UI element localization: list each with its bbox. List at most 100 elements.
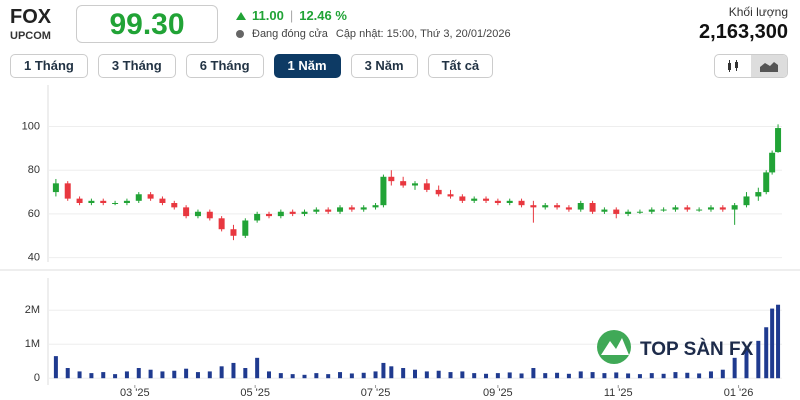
range-buttons: 1 Tháng 3 Tháng 6 Tháng 1 Năm 3 Năm Tất cả: [10, 54, 494, 78]
volume-bar: [207, 371, 212, 379]
volume-bar: [302, 374, 307, 379]
range-button[interactable]: 1 Năm: [273, 54, 341, 78]
x-tick-label: 03 '25: [120, 387, 150, 399]
range-button[interactable]: 3 Năm: [350, 54, 418, 78]
range-button[interactable]: 1 Tháng: [10, 54, 88, 78]
candle-body: [518, 200, 525, 206]
volume-bar: [637, 374, 642, 379]
volume-bar: [744, 347, 749, 379]
volume-bar: [148, 369, 153, 379]
volume-bar: [401, 368, 406, 379]
volume-bar: [231, 362, 236, 379]
candle-body: [471, 198, 478, 201]
candle-body: [755, 192, 762, 197]
volume-bar: [326, 374, 331, 379]
volume-value: 2,163,300: [699, 21, 788, 43]
candle-body: [289, 211, 296, 214]
y-tick-label: 40: [28, 252, 40, 264]
watermark: TOP SÀN FX: [640, 338, 754, 360]
candle-body: [218, 218, 225, 230]
candle-body: [577, 203, 584, 210]
x-tick-label: 07 '25: [361, 387, 391, 399]
candle-body: [277, 211, 284, 217]
volume-bar: [255, 357, 260, 379]
volume-bar: [697, 373, 702, 379]
x-tick-label: 01 '26: [724, 387, 754, 399]
candle-body: [530, 205, 537, 208]
candle-body: [380, 176, 387, 206]
status-text: Đang đóng cửa: [252, 28, 328, 40]
volume-bar: [531, 368, 536, 379]
volume-bar: [413, 369, 417, 379]
range-button[interactable]: 3 Tháng: [97, 54, 176, 78]
volume-bar: [472, 373, 477, 379]
change-value: 11.00: [252, 8, 284, 23]
candle-body: [565, 207, 572, 210]
volume-bar: [101, 372, 106, 379]
candle-body: [112, 203, 119, 204]
y2-tick-label: 0: [34, 372, 40, 384]
candle-body: [483, 198, 490, 201]
candle-body: [147, 194, 154, 199]
volume-bar: [708, 371, 713, 379]
volume-bar: [770, 308, 775, 379]
volume-bar: [89, 373, 94, 379]
change: 11.00 | 12.46 %: [236, 8, 347, 23]
candle-body: [242, 220, 249, 236]
volume-bar: [349, 373, 354, 379]
candle-body: [159, 198, 166, 203]
x-tick-label: 05 '25: [240, 387, 270, 399]
volume-bar: [424, 371, 429, 379]
volume-bar: [626, 373, 631, 379]
candle-body: [183, 207, 190, 217]
candle-body: [123, 200, 130, 203]
candle-body: [775, 128, 782, 153]
candle-type-button[interactable]: [715, 55, 751, 77]
volume-bar: [602, 373, 607, 379]
volume-bar: [543, 373, 548, 379]
area-type-button[interactable]: [751, 55, 787, 77]
volume-bar: [732, 357, 737, 379]
candle-body: [769, 152, 776, 173]
volume-bar: [756, 340, 761, 379]
candle-body: [636, 211, 643, 213]
y-tick-label: 100: [22, 120, 40, 132]
candle-body: [360, 207, 367, 210]
candle-body: [601, 209, 608, 212]
candle-body: [447, 194, 454, 197]
volume-bar: [590, 372, 595, 379]
candle-body: [64, 183, 71, 199]
candle-body: [372, 205, 379, 208]
change-pct: 12.46 %: [299, 8, 347, 23]
volume-bar: [160, 371, 165, 379]
volume-bar: [566, 373, 571, 379]
status: Đang đóng cửa Cập nhật: 15:00, Thứ 3, 20…: [236, 28, 511, 40]
price: 99.30: [76, 5, 218, 43]
volume-bar: [436, 370, 441, 379]
up-arrow: [236, 11, 246, 20]
range-button[interactable]: Tất cả: [427, 54, 494, 78]
volume-bar: [278, 373, 283, 379]
volume-bar: [720, 369, 725, 379]
volume-bar: [484, 373, 489, 379]
candle-body: [625, 211, 632, 214]
volume-bar: [338, 372, 343, 379]
candle-body: [171, 203, 178, 208]
candle-body: [423, 183, 430, 190]
volume-bar: [389, 366, 394, 379]
volume-bar: [764, 327, 769, 379]
range-button[interactable]: 6 Tháng: [185, 54, 264, 78]
volume-bar: [172, 370, 177, 379]
candle-body: [763, 172, 770, 193]
volume-bar: [507, 372, 512, 379]
x-tick-label: 09 '25: [483, 387, 513, 399]
chart-type: [714, 54, 788, 78]
candle-body: [206, 211, 213, 219]
candle-body: [459, 196, 466, 201]
candle-body: [684, 207, 691, 210]
volume-bar: [381, 362, 386, 379]
candle-body: [230, 229, 237, 236]
volume-bar: [661, 373, 666, 379]
candle-body: [494, 200, 501, 203]
volume-bar: [578, 371, 583, 379]
